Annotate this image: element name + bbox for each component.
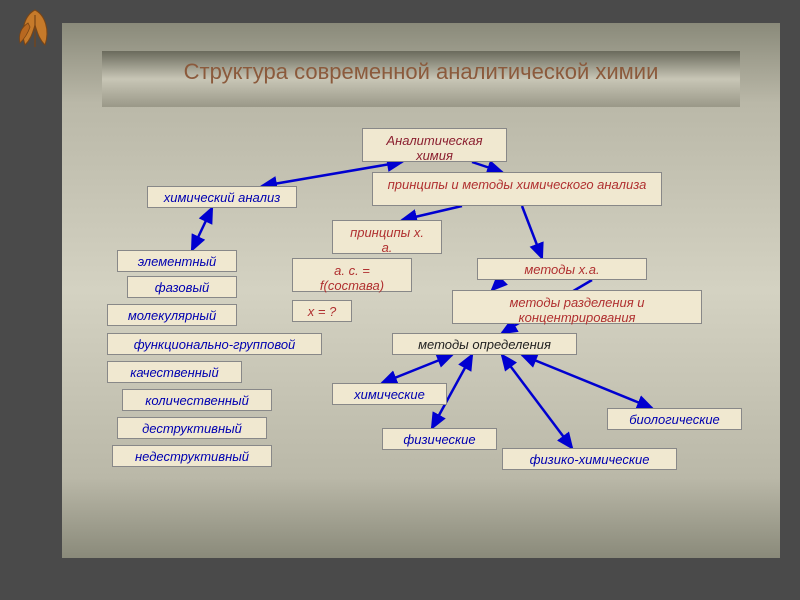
node-principles_methods: принципы и методы химического анализа bbox=[372, 172, 662, 206]
node-physical: физические bbox=[382, 428, 497, 450]
slide-panel: Структура современной аналитической хими… bbox=[62, 23, 780, 558]
arrow-1 bbox=[472, 162, 502, 172]
arrow-4 bbox=[522, 206, 542, 258]
diagram-area: Аналитическая химия химический анализ прин… bbox=[82, 128, 760, 548]
slide-title: Структура современной аналитической хими… bbox=[62, 23, 780, 105]
arrow-9 bbox=[502, 355, 572, 448]
node-nondestructive: недеструктивный bbox=[112, 445, 272, 467]
node-sep_conc: методы разделения и концентрирования bbox=[452, 290, 702, 324]
node-formula: а. с. = f(состава) bbox=[292, 258, 412, 292]
node-qualitative: качественный bbox=[107, 361, 242, 383]
node-methods_xa: методы х.а. bbox=[477, 258, 647, 280]
arrow-5 bbox=[492, 280, 502, 290]
node-quantitative: количественный bbox=[122, 389, 272, 411]
node-destructive: деструктивный bbox=[117, 417, 267, 439]
arrow-2 bbox=[192, 208, 212, 250]
node-chem_analysis: химический анализ bbox=[147, 186, 297, 208]
node-molecular: молекулярный bbox=[107, 304, 237, 326]
arrow-3 bbox=[402, 206, 462, 220]
node-func_group: функционально-групповой bbox=[107, 333, 322, 355]
node-determination: методы определения bbox=[392, 333, 577, 355]
node-root: Аналитическая химия bbox=[362, 128, 507, 162]
node-principles: принципы х. а. bbox=[332, 220, 442, 254]
leaf-icon bbox=[10, 5, 60, 55]
node-biological: биологические bbox=[607, 408, 742, 430]
arrow-7 bbox=[382, 355, 452, 383]
node-chemical: химические bbox=[332, 383, 447, 405]
node-phys_chem: физико-химические bbox=[502, 448, 677, 470]
node-x_eq: x = ? bbox=[292, 300, 352, 322]
node-elementary: элементный bbox=[117, 250, 237, 272]
arrow-10 bbox=[522, 355, 652, 408]
node-phase: фазовый bbox=[127, 276, 237, 298]
